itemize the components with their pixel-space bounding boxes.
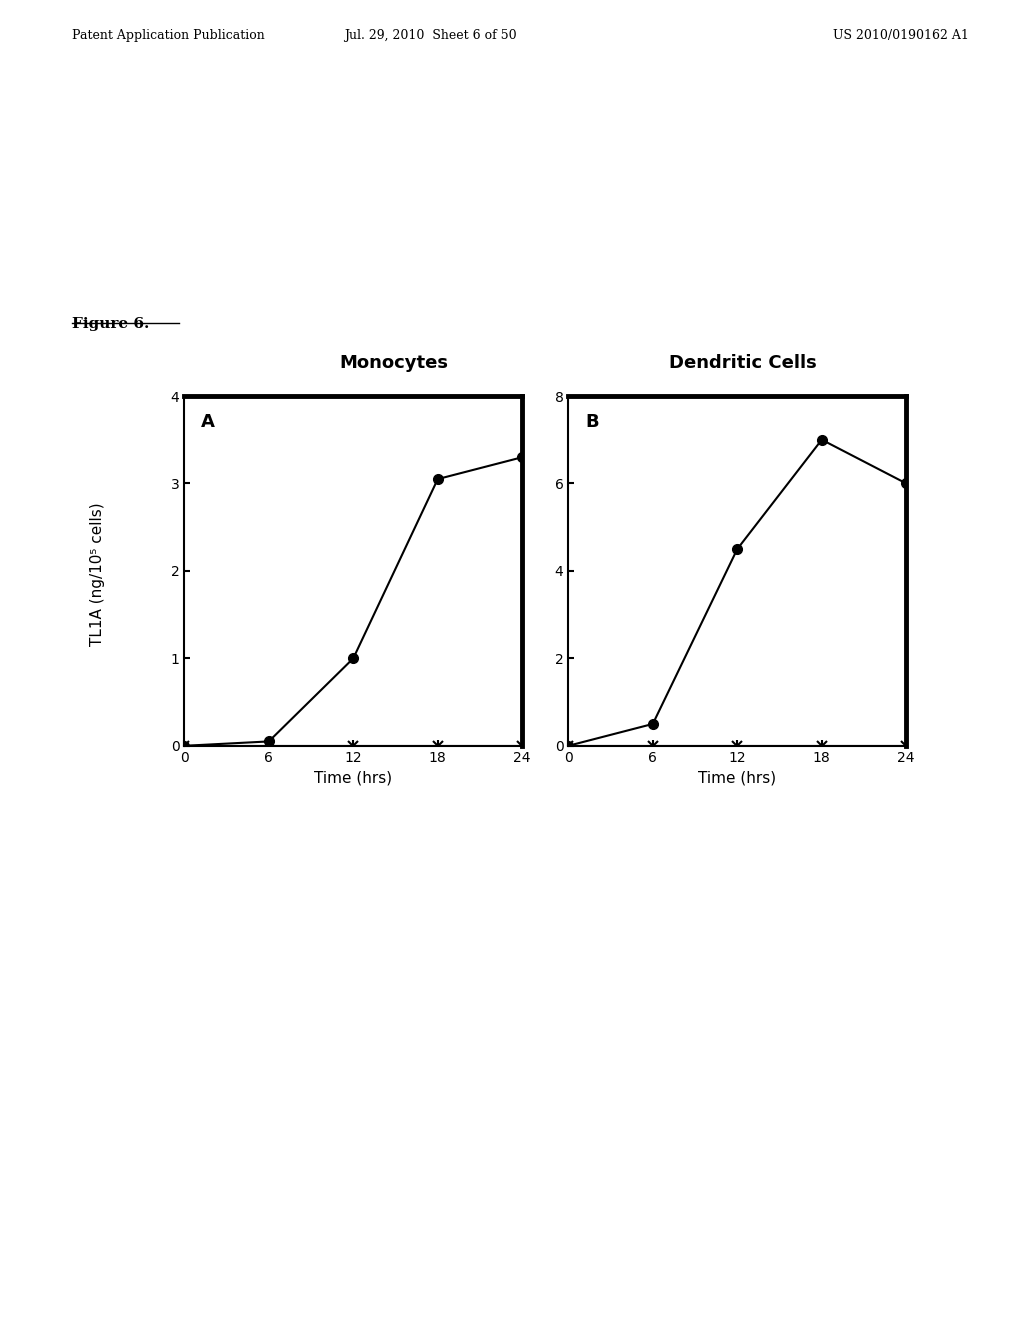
Text: US 2010/0190162 A1: US 2010/0190162 A1 bbox=[834, 29, 969, 42]
Text: Patent Application Publication: Patent Application Publication bbox=[72, 29, 264, 42]
Text: Figure 6.: Figure 6. bbox=[72, 317, 150, 331]
Text: Monocytes: Monocytes bbox=[340, 354, 449, 372]
X-axis label: Time (hrs): Time (hrs) bbox=[314, 770, 392, 785]
X-axis label: Time (hrs): Time (hrs) bbox=[698, 770, 776, 785]
Text: Dendritic Cells: Dendritic Cells bbox=[669, 354, 816, 372]
Text: TL1A (ng/10⁵ cells): TL1A (ng/10⁵ cells) bbox=[90, 503, 104, 645]
Text: A: A bbox=[201, 413, 215, 432]
Text: Jul. 29, 2010  Sheet 6 of 50: Jul. 29, 2010 Sheet 6 of 50 bbox=[344, 29, 516, 42]
Text: B: B bbox=[586, 413, 599, 432]
